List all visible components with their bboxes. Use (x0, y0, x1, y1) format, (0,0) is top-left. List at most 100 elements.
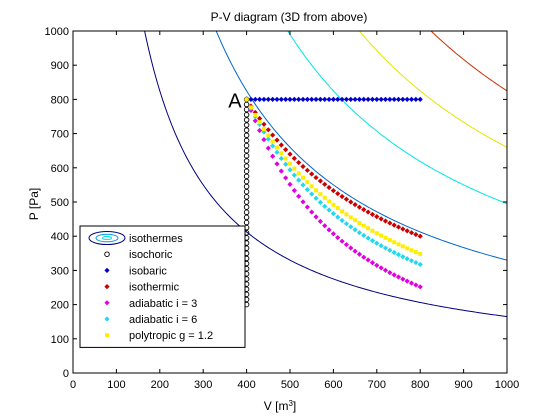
y-tick-label: 900 (51, 60, 69, 72)
data-point (104, 251, 110, 257)
data-point (291, 172, 297, 178)
point-a-annotation: A (228, 90, 242, 112)
data-point (274, 149, 280, 155)
legend-label: isothermes (129, 233, 183, 245)
data-series-markers (243, 96, 423, 308)
data-point (322, 223, 328, 229)
data-point (400, 276, 406, 282)
data-point (391, 249, 397, 256)
data-point (408, 96, 415, 102)
data-point (252, 109, 258, 116)
data-point (288, 161, 292, 166)
data-point (374, 96, 380, 102)
x-axis-label: V [m3] (264, 399, 296, 414)
data-point (343, 221, 350, 227)
data-point (283, 161, 289, 167)
data-point (313, 214, 319, 220)
y-tick-label: 200 (51, 300, 69, 312)
data-point (243, 117, 250, 123)
data-point (330, 211, 336, 217)
data-point (261, 136, 267, 143)
data-point (326, 227, 332, 233)
data-point (356, 204, 363, 210)
data-point (261, 129, 267, 135)
data-point (309, 184, 314, 189)
data-point (369, 238, 376, 244)
data-point (361, 254, 367, 260)
data-point (330, 96, 336, 102)
data-point (348, 199, 354, 205)
data-point (326, 207, 332, 213)
data-point (266, 133, 271, 138)
data-point (395, 274, 402, 280)
data-point (270, 132, 276, 138)
data-point (356, 96, 363, 102)
data-point (292, 166, 297, 171)
data-point (369, 260, 376, 266)
data-point (296, 96, 302, 102)
data-point (379, 233, 384, 238)
data-point (257, 96, 263, 102)
data-point (104, 284, 110, 290)
data-point (243, 127, 250, 133)
y-tick-label: 800 (51, 94, 69, 106)
data-point (313, 174, 319, 181)
data-point (353, 218, 358, 223)
data-point (243, 183, 250, 190)
data-point (387, 96, 393, 102)
data-point (243, 106, 250, 113)
isotherm-curve (358, 31, 507, 148)
series-polytropic-g-1-2 (244, 97, 423, 256)
data-point (417, 261, 423, 268)
data-point (243, 122, 250, 128)
y-axis-label: P [Pa] (27, 188, 41, 220)
legend-label: isochoric (129, 249, 173, 261)
data-point (408, 230, 415, 236)
data-point (391, 222, 397, 228)
data-point (274, 137, 280, 143)
data-point (317, 178, 323, 184)
data-point (387, 247, 393, 253)
legend-label: adiabatic i = 6 (129, 314, 197, 326)
data-point (335, 190, 341, 197)
data-point (265, 145, 271, 151)
series-adiabatic-i-3 (244, 96, 423, 290)
data-point (357, 220, 362, 225)
data-point (243, 163, 250, 169)
data-point (279, 151, 284, 156)
data-point (391, 272, 397, 278)
data-point (257, 115, 263, 122)
data-point (352, 202, 358, 208)
data-point (409, 248, 414, 253)
y-tick-label: 0 (63, 368, 69, 380)
data-point (104, 267, 110, 273)
data-point (408, 258, 415, 264)
data-point (304, 187, 310, 193)
data-point (257, 120, 262, 125)
isotherm-curves (144, 31, 507, 318)
data-point (417, 96, 423, 102)
series-isochoric (243, 96, 250, 308)
data-point (370, 228, 375, 233)
data-point (317, 199, 323, 205)
data-point (356, 230, 363, 236)
data-point (243, 209, 250, 216)
data-point (405, 246, 410, 251)
data-point (257, 127, 263, 134)
data-point (378, 96, 384, 102)
data-point (339, 217, 345, 224)
data-point (378, 243, 384, 249)
data-point (314, 188, 319, 193)
data-point (278, 96, 284, 102)
data-point (287, 181, 293, 187)
x-tick-label: 300 (194, 379, 212, 391)
data-point (413, 259, 419, 266)
legend-label: isothermic (129, 282, 180, 294)
legend-label: isobaric (129, 265, 167, 277)
x-tick-label: 500 (281, 379, 299, 391)
data-point (309, 96, 315, 102)
y-tick-label: 400 (51, 231, 69, 243)
data-point (404, 256, 410, 262)
data-point (413, 250, 418, 255)
